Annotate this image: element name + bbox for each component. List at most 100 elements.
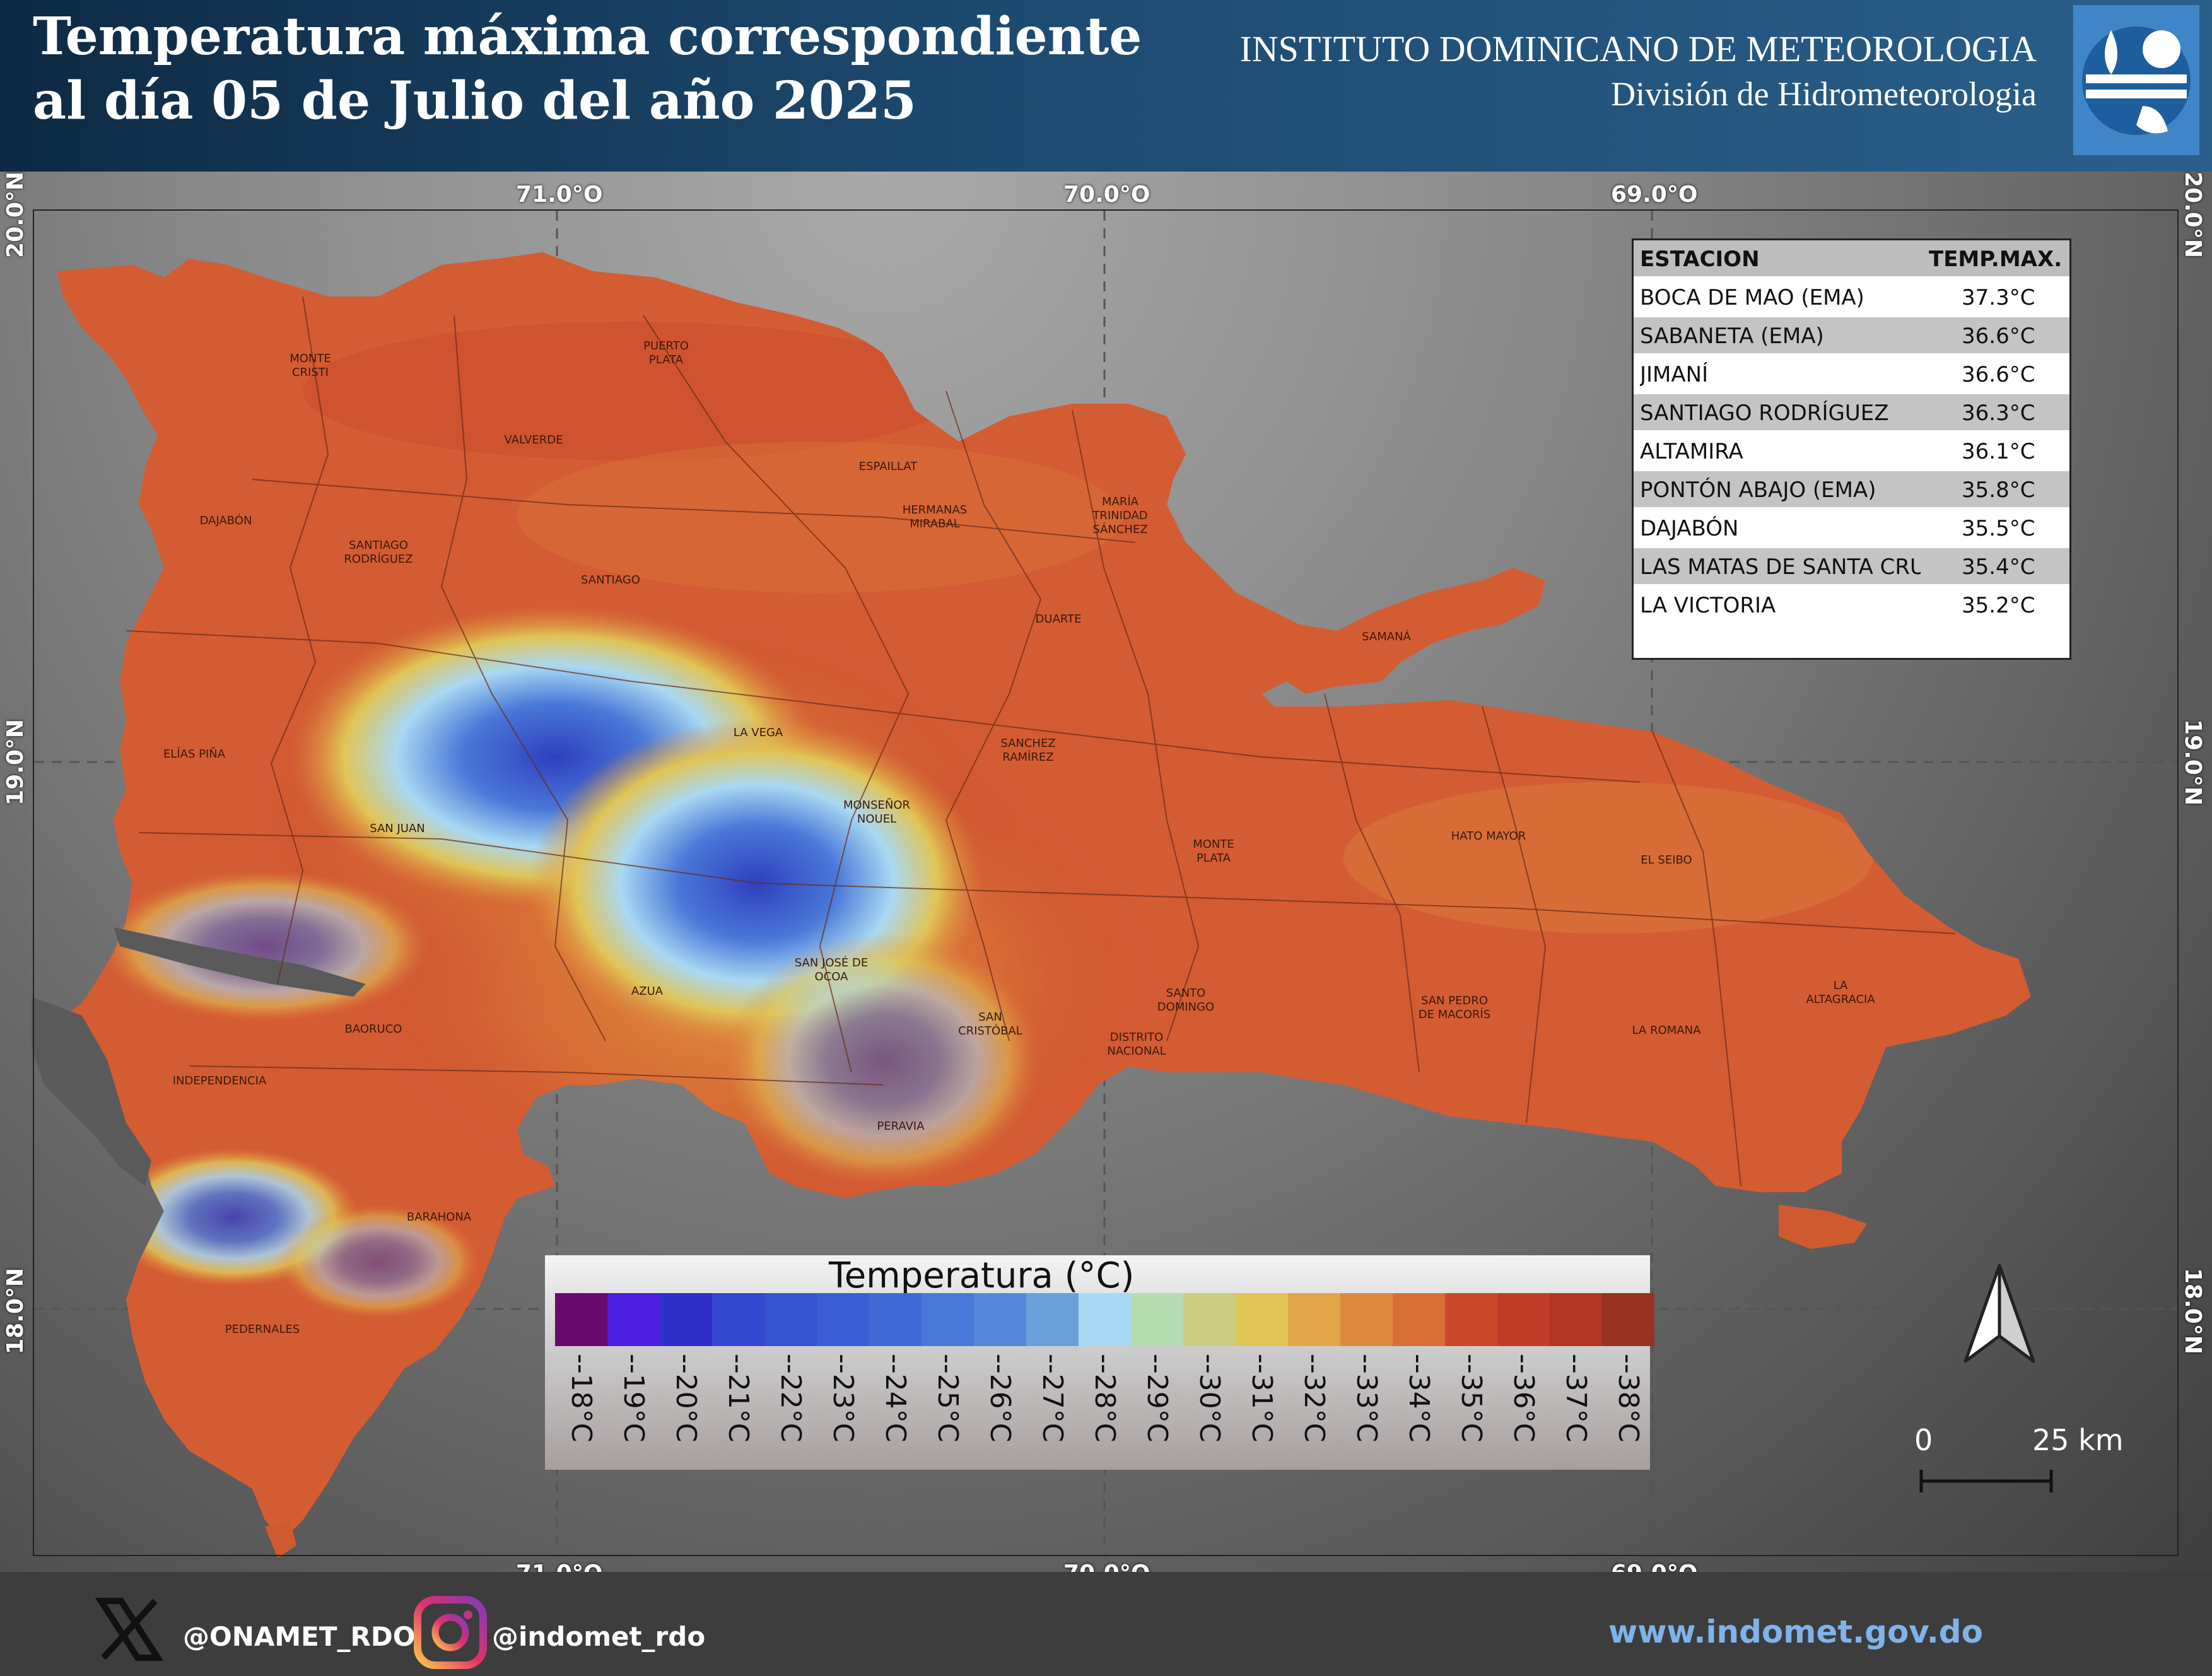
station-name: PONTÓN ABAJO (EMA) bbox=[1640, 478, 1876, 503]
legend-swatch bbox=[1497, 1293, 1550, 1346]
table-row: SABANETA (EMA) 36.6°C bbox=[1634, 317, 2069, 353]
province-label: LA ROMANA bbox=[1632, 1024, 1701, 1037]
legend-swatch bbox=[1288, 1293, 1340, 1346]
legend-label: --38°C bbox=[1612, 1354, 1644, 1443]
legend-label: --26°C bbox=[984, 1354, 1016, 1443]
temperature-map bbox=[32, 211, 2177, 1558]
lat-label-right-18: 18.0°N bbox=[2180, 1268, 2206, 1354]
legend-label: --22°C bbox=[775, 1354, 807, 1443]
scale-bar-distance: 25 km bbox=[2032, 1423, 2124, 1457]
province-label: SAN CRISTÓBAL bbox=[958, 1011, 1022, 1038]
legend-label: --19°C bbox=[617, 1354, 650, 1443]
table-header: ESTACION TEMP.MAX. bbox=[1634, 240, 2069, 276]
province-label: BARAHONA bbox=[406, 1210, 472, 1224]
legend-label: --30°C bbox=[1193, 1354, 1226, 1443]
station-name: JIMANÍ bbox=[1640, 362, 1709, 387]
legend-label: --36°C bbox=[1507, 1354, 1540, 1443]
province-label: SANTIAGO bbox=[581, 573, 640, 587]
legend-swatch bbox=[974, 1293, 1026, 1346]
legend-label: --31°C bbox=[1246, 1354, 1278, 1443]
lat-label-right-20: 20.0°N bbox=[2180, 172, 2206, 258]
map-frame bbox=[33, 209, 2179, 1556]
table-row: ALTAMIRA 36.1°C bbox=[1634, 433, 2069, 469]
legend-label: --34°C bbox=[1403, 1354, 1435, 1443]
column-header-temp: TEMP.MAX. bbox=[1929, 247, 2063, 272]
header-banner: Temperatura máxima correspondiente al dí… bbox=[0, 0, 2212, 172]
instagram-icon[interactable] bbox=[413, 1595, 488, 1670]
province-label: HERMANAS MIRABAL bbox=[902, 503, 968, 530]
map-title-line2: al día 05 de Julio del año 2025 bbox=[33, 71, 917, 131]
legend-label: --23°C bbox=[827, 1354, 859, 1443]
province-label: ELÍAS PIÑA bbox=[163, 747, 226, 761]
station-name: SABANETA (EMA) bbox=[1640, 324, 1824, 349]
province-label: SAN JOSÉ DE OCOA bbox=[794, 956, 869, 983]
x-twitter-icon[interactable] bbox=[95, 1595, 164, 1664]
province-label: MONTE PLATA bbox=[1193, 838, 1234, 865]
station-name: DAJABÓN bbox=[1640, 516, 1739, 541]
footer bbox=[0, 1572, 2212, 1676]
website-link[interactable]: www.indomet.gov.do bbox=[1608, 1614, 1983, 1650]
station-name: BOCA DE MAO (EMA) bbox=[1640, 285, 1864, 310]
lat-label-left-18: 18.0°N bbox=[3, 1268, 28, 1354]
province-label: DUARTE bbox=[1035, 612, 1082, 626]
legend-swatch bbox=[1602, 1293, 1654, 1346]
legend-swatch bbox=[712, 1293, 764, 1346]
lat-label-right-19: 19.0°N bbox=[2180, 719, 2206, 806]
table-row: JIMANÍ 36.6°C bbox=[1634, 356, 2069, 392]
province-label: SAMANÁ bbox=[1362, 630, 1411, 643]
province-label: SANTIAGO RODRÍGUEZ bbox=[344, 539, 413, 566]
legend-label: --27°C bbox=[1036, 1354, 1068, 1443]
province-label: HATO MAYOR bbox=[1451, 829, 1526, 843]
legend-label: --28°C bbox=[1089, 1354, 1121, 1443]
province-label: MARÍA TRINIDAD SÁNCHEZ bbox=[1092, 495, 1148, 536]
station-temp: 36.1°C bbox=[1962, 439, 2035, 464]
station-temp: 35.2°C bbox=[1962, 593, 2035, 618]
province-label: SAN JUAN bbox=[370, 822, 425, 835]
legend-swatch bbox=[1079, 1293, 1131, 1346]
institute-name: INSTITUTO DOMINICANO DE METEOROLOGIA bbox=[1239, 28, 2037, 69]
station-temp: 36.3°C bbox=[1962, 401, 2035, 426]
legend-swatch bbox=[922, 1293, 974, 1346]
legend-label: --33°C bbox=[1350, 1354, 1383, 1443]
legend-label: --18°C bbox=[565, 1354, 597, 1443]
province-label: BAORUCO bbox=[344, 1023, 402, 1036]
table-row: LA VICTORIA 35.2°C bbox=[1634, 587, 2069, 623]
scale-bar-zero: 0 bbox=[1914, 1423, 1933, 1457]
table-row: SANTIAGO RODRÍGUEZ 36.3°C bbox=[1634, 394, 2069, 430]
province-label: SANTO DOMINGO bbox=[1157, 987, 1215, 1014]
scale-bar bbox=[1919, 1470, 2053, 1492]
map-title-line1: Temperatura máxima correspondiente bbox=[33, 6, 1142, 67]
institute-division: División de Hidrometeorologia bbox=[1611, 75, 2037, 113]
legend-label: --32°C bbox=[1298, 1354, 1330, 1443]
legend-swatch bbox=[607, 1293, 660, 1346]
province-label: VALVERDE bbox=[504, 433, 563, 447]
table-row: BOCA DE MAO (EMA) 37.3°C bbox=[1634, 279, 2069, 315]
legend-swatch bbox=[1131, 1293, 1183, 1346]
station-temp: 35.4°C bbox=[1962, 554, 2035, 580]
legend-swatch bbox=[1026, 1293, 1079, 1346]
province-label: EL SEIBO bbox=[1641, 853, 1692, 867]
legend-title: Temperatura (°C) bbox=[829, 1255, 1135, 1296]
instagram-handle[interactable]: @indomet_rdo bbox=[492, 1621, 706, 1652]
lat-label-left-19: 19.0°N bbox=[3, 719, 28, 806]
station-temp: 36.6°C bbox=[1962, 324, 2035, 349]
province-label: LA ALTAGRACIA bbox=[1806, 979, 1875, 1006]
station-temp: 36.6°C bbox=[1962, 362, 2035, 387]
station-temp: 37.3°C bbox=[1962, 285, 2035, 310]
province-label: MONSEÑOR NOUEL bbox=[843, 799, 911, 826]
province-label: PERAVIA bbox=[877, 1120, 925, 1133]
legend-swatch bbox=[555, 1293, 607, 1346]
province-label: LA VEGA bbox=[733, 726, 783, 739]
lon-label-top-70: 70.0°O bbox=[1063, 182, 1150, 208]
column-header-station: ESTACION bbox=[1640, 247, 1760, 272]
legend-label: --21°C bbox=[722, 1354, 754, 1443]
station-name: ALTAMIRA bbox=[1640, 439, 1743, 464]
province-label: DISTRITO NACIONAL bbox=[1107, 1031, 1166, 1058]
legend-swatch bbox=[1340, 1293, 1393, 1346]
province-label: SAN PEDRO DE MACORÍS bbox=[1418, 994, 1491, 1021]
x-handle[interactable]: @ONAMET_RDO bbox=[183, 1621, 416, 1652]
lon-label-top-69: 69.0°O bbox=[1611, 182, 1698, 208]
lat-label-left-20: 20.0°N bbox=[3, 172, 28, 258]
legend-label: --24°C bbox=[879, 1354, 911, 1443]
legend-label: --35°C bbox=[1455, 1354, 1487, 1443]
